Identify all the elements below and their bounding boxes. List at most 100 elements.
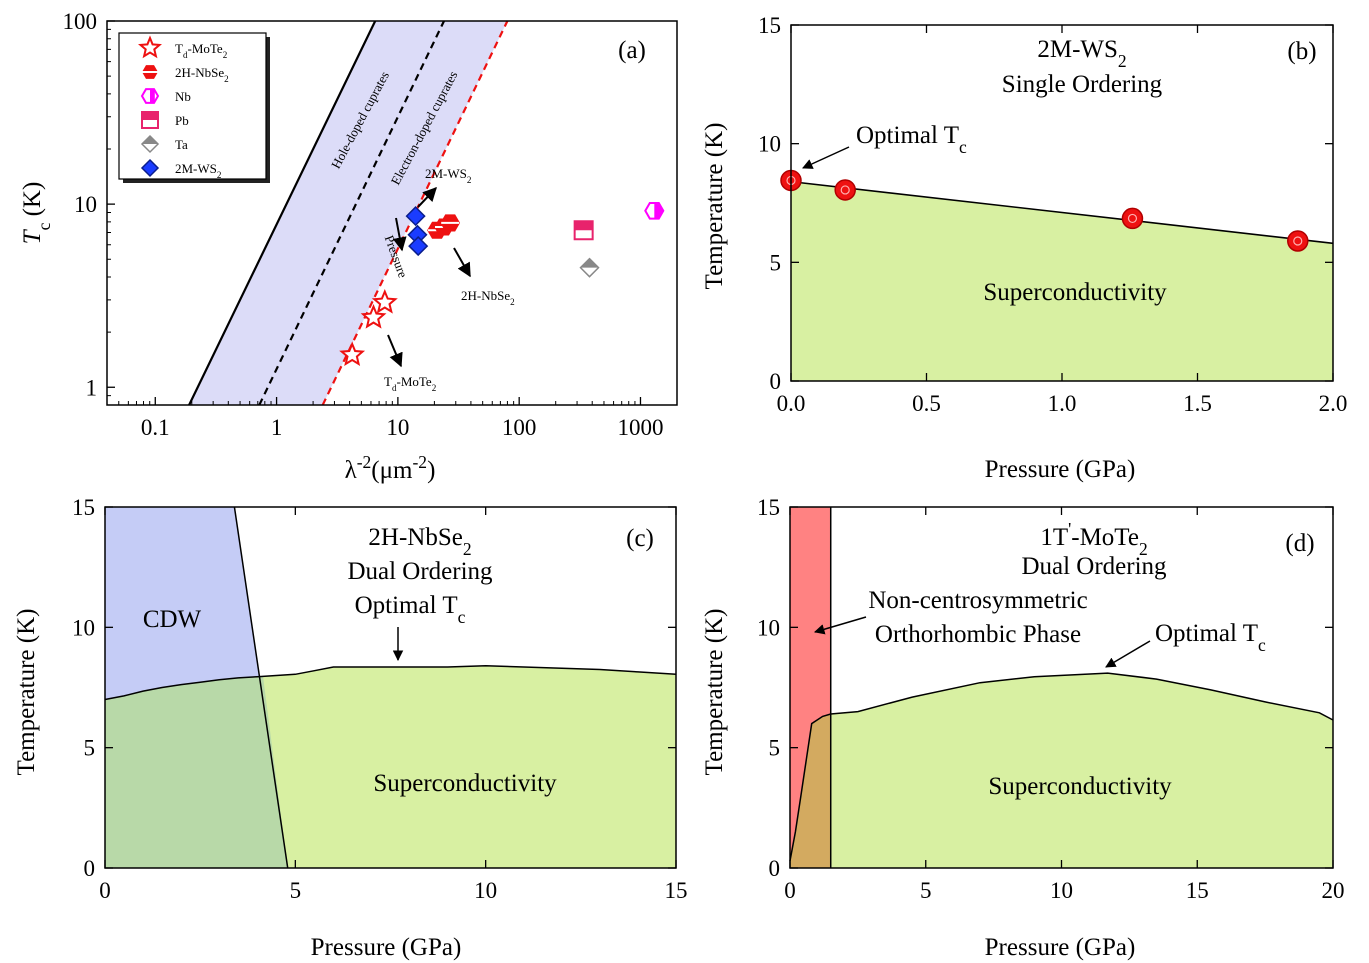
legend-label: Nb xyxy=(175,89,191,104)
orthorhombic-label-1: Non-centrosymmetric xyxy=(868,587,1087,614)
panel-label: (c) xyxy=(626,525,654,552)
superconductivity-label: Superconductivity xyxy=(983,279,1167,306)
superconductivity-region xyxy=(790,673,1333,868)
y-tick-label: 10 xyxy=(758,132,781,157)
y-axis-label: Temperature (K) xyxy=(13,609,40,776)
legend-marker-fill xyxy=(142,136,158,144)
x-tick-label: 5 xyxy=(290,878,302,903)
x-tick-label: 0 xyxy=(99,878,111,903)
data-point-2 xyxy=(1121,207,1144,230)
x-tick-label: 1.0 xyxy=(1048,391,1077,416)
orthorhombic-arrow xyxy=(813,616,867,635)
axes-frame xyxy=(104,506,677,869)
x-tick-label: 10 xyxy=(1050,878,1073,903)
x-tick-label: 0 xyxy=(784,878,796,903)
point-Td-MoTe2-0 xyxy=(339,341,366,366)
panel-title: 1T'-MoTe2 xyxy=(1040,519,1147,559)
x-tick-label: 10 xyxy=(386,415,409,440)
panel-label: (a) xyxy=(618,37,646,64)
panel-d: 0 5 10 15 20 0 5 10 15 Pressure (GPa) Temperature … xyxy=(701,495,1345,961)
panel-label: (d) xyxy=(1285,530,1314,557)
x-axis-label: Pressure (GPa) xyxy=(985,934,1136,961)
y-tick-label: 5 xyxy=(84,736,96,761)
y-tick-label: 5 xyxy=(770,250,782,275)
x-tick-label: 20 xyxy=(1322,878,1345,903)
x-tick-label: 0.0 xyxy=(777,391,806,416)
legend-marker-2M-WS2 xyxy=(140,158,160,178)
x-tick-label: 1 xyxy=(271,415,283,440)
legend-label: 2M-WS2 xyxy=(175,161,222,180)
ws2-arrow xyxy=(417,186,437,208)
legend-label: Pb xyxy=(175,113,189,128)
y-tick-label: 5 xyxy=(769,736,781,761)
point-Td-MoTe2-2 xyxy=(371,288,398,314)
panel-a: 0.1 1 10 100 1000110100Td-MoTe22H-NbSe2NbPbT… xyxy=(19,9,678,484)
trend-line-0 xyxy=(188,21,377,405)
x-tick-label: 15 xyxy=(665,878,688,903)
y-tick-label: 15 xyxy=(72,495,95,520)
x-axis-label: λ-2(μm-2) xyxy=(345,452,436,484)
ws2-label: 2M-WS2 xyxy=(425,166,472,185)
legend-marker-Nb xyxy=(140,88,160,104)
data-point-1 xyxy=(834,179,856,201)
x-tick-label: 0.5 xyxy=(912,391,941,416)
panel-title: 2H-NbSe2 xyxy=(368,524,471,559)
data-point-3 xyxy=(1287,230,1309,252)
y-tick-label: 10 xyxy=(757,615,780,640)
panel-label: (b) xyxy=(1287,38,1316,65)
legend-marker xyxy=(140,158,160,178)
legend-label: Ta xyxy=(175,137,188,152)
overlap-region xyxy=(105,676,288,868)
y-axis-label: Tc (K) xyxy=(19,182,54,245)
legend-label: 2H-NbSe2 xyxy=(175,65,229,84)
x-tick-label: 1.5 xyxy=(1183,391,1212,416)
tc-boundary xyxy=(790,180,1334,245)
tc-boundary xyxy=(789,672,1334,861)
x-tick-label: 0.1 xyxy=(141,415,170,440)
optimal-tc-label: Optimal Tc xyxy=(856,122,967,157)
x-tick-label: 5 xyxy=(920,878,932,903)
x-axis-label: Pressure (GPa) xyxy=(985,456,1136,483)
optimal-tc-label: Optimal Tc xyxy=(355,592,466,627)
superconductivity-label: Superconductivity xyxy=(373,770,557,797)
y-tick-label: 10 xyxy=(74,192,97,217)
overlap-region xyxy=(790,714,831,868)
y-axis-label: Temperature (K) xyxy=(701,123,728,290)
y-tick-label: 10 xyxy=(72,615,95,640)
optimal-tc-arrow xyxy=(802,146,850,169)
panel-subtitle: Dual Ordering xyxy=(1021,553,1167,580)
y-axis-label: Temperature (K) xyxy=(701,609,728,776)
y-tick-label: 0 xyxy=(770,369,782,394)
legend-marker xyxy=(138,35,162,59)
mote2-arrow xyxy=(387,334,403,368)
panel-c: 0 5 10 15 0 5 10 15 Pressure (GPa) Temperature (K… xyxy=(13,495,688,961)
panel-subtitle: Single Ordering xyxy=(1002,71,1163,98)
optimal-tc-label: Optimal Tc xyxy=(1155,620,1266,655)
legend-marker-Td-MoTe2 xyxy=(138,35,162,59)
x-tick-label: 10 xyxy=(474,878,497,903)
y-tick-label: 0 xyxy=(769,856,781,881)
cdw-label: CDW xyxy=(143,606,202,633)
tc-boundary xyxy=(104,665,677,701)
panel-b: 0.0 0.5 1.0 1.5 2.0 0 5 10 15 Pressure (GPa) Tempe… xyxy=(701,13,1347,483)
legend: Td-MoTe2 2H-NbSe2 Nb Pb Ta 2M-WS2 xyxy=(118,32,270,183)
mote2-label: Td-MoTe2 xyxy=(384,374,437,393)
orthorhombic-label-2: Orthorhombic Phase xyxy=(875,621,1081,648)
legend-marker-fill xyxy=(142,112,158,120)
point-Td-MoTe2-1 xyxy=(360,303,387,329)
data-point-center-1 xyxy=(840,185,850,195)
legend-marker-Pb xyxy=(141,111,159,129)
point-Pb-0-fill xyxy=(574,221,593,231)
legend-marker-Ta xyxy=(140,134,160,154)
x-tick-label: 15 xyxy=(1186,878,1209,903)
point-Nb-0-fill xyxy=(654,202,664,219)
point-2M-WS2-2 xyxy=(408,236,429,257)
legend-marker-2H-NbSe2 xyxy=(142,65,158,79)
legend-marker-fill xyxy=(150,89,155,103)
cdw-boundary xyxy=(233,506,289,869)
y-tick-label: 0 xyxy=(84,856,96,881)
data-point-center-2 xyxy=(1127,213,1138,224)
y-tick-label: 15 xyxy=(757,495,780,520)
panel-subtitle: Dual Ordering xyxy=(347,558,493,585)
